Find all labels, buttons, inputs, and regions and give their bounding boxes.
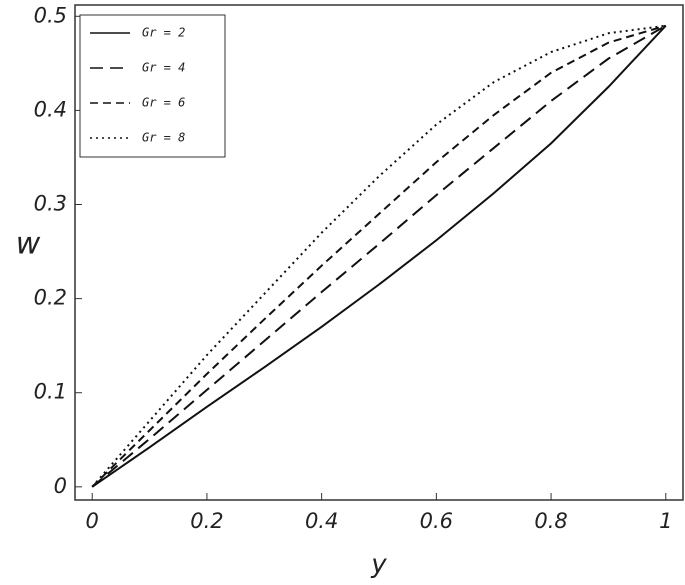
x-tick-label: 0 [86,509,99,533]
x-tick-label: 1 [659,509,672,533]
series-line [91,24,666,488]
legend-label: Gr = 8 [142,131,185,145]
legend-label: Gr = 6 [142,96,185,110]
y-tick-label: 0 [54,474,67,498]
y-tick-label: 0.4 [34,97,67,121]
y-tick-label: 0.5 [34,3,67,27]
x-tick-label: 0.4 [305,509,338,533]
series-line [91,24,667,488]
series-line [91,24,667,488]
x-tick-label: 0.2 [190,509,223,533]
legend-label: Gr = 2 [142,26,185,40]
y-tick-label: 0.1 [34,380,67,404]
y-axis-label: w [16,227,41,262]
legend-label: Gr = 4 [142,61,185,75]
y-tick-label: 0.3 [34,192,67,216]
x-tick-label: 0.8 [534,509,567,533]
series-line [91,25,667,488]
legend-box [79,14,226,158]
x-tick-label: 0.6 [420,509,453,533]
plot-frame [74,4,684,501]
y-tick-label: 0.2 [34,286,67,310]
x-axis-label: y [370,550,387,580]
